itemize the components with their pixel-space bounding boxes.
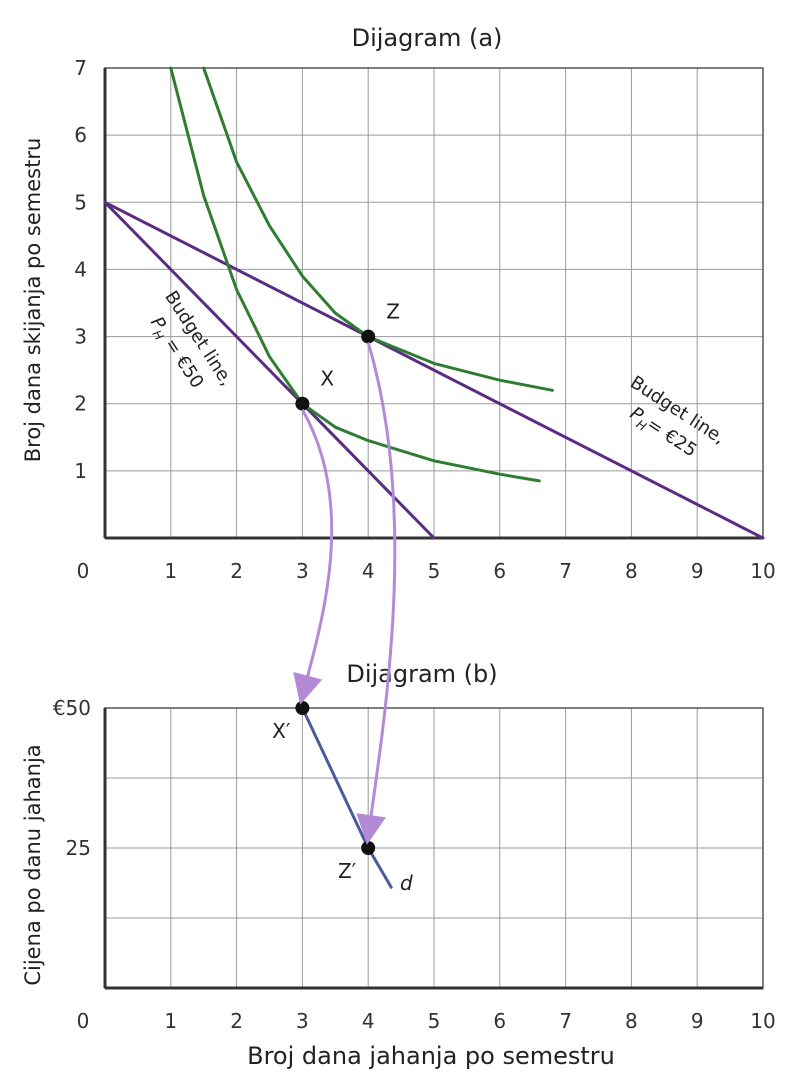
x-tick-label: 4 xyxy=(362,559,375,583)
connector-arrow xyxy=(356,342,397,845)
point-label: X xyxy=(320,367,334,391)
series-line xyxy=(103,200,765,540)
chart-b-title: Dijagram (b) xyxy=(346,660,497,688)
x-tick-label: 3 xyxy=(296,559,309,583)
chart-a-series xyxy=(103,66,765,540)
y-tick-label: 1 xyxy=(74,459,87,483)
series-line xyxy=(169,66,541,483)
budget-line-50-label: Budget line, PH = €50 xyxy=(146,287,237,392)
chart-a-title: Dijagram (a) xyxy=(352,24,503,52)
x-tick-label: 2 xyxy=(230,1009,243,1033)
y-tick-label: 3 xyxy=(74,325,87,349)
point-label: X′ xyxy=(272,719,291,743)
data-point xyxy=(361,329,376,344)
chart-b-ticks: 0 1 2 3 4 5 6 7 8 9 10 25 €50 xyxy=(53,696,776,1033)
y-tick-label: 6 xyxy=(74,123,87,147)
x-tick-label: 8 xyxy=(625,1009,638,1033)
chart-a-grid xyxy=(103,67,764,540)
point-label: Z xyxy=(386,300,400,324)
x-tick-label: 7 xyxy=(559,1009,572,1033)
point-label: Z′ xyxy=(338,859,357,883)
x-tick-label: 0 xyxy=(77,559,90,583)
y-tick-label: 25 xyxy=(66,836,91,860)
y-tick-label: 5 xyxy=(74,190,87,214)
series-line xyxy=(202,66,554,392)
x-tick-label: 7 xyxy=(559,559,572,583)
chart-b-points: X′ Z′ xyxy=(272,701,376,883)
chart-a-ticks: 0 1 2 3 4 5 6 7 8 9 10 1 2 3 4 5 6 7 xyxy=(74,56,775,583)
x-tick-label: 6 xyxy=(493,559,506,583)
series-line xyxy=(103,200,436,540)
demand-curve-label: d xyxy=(400,871,413,895)
data-point xyxy=(295,701,310,715)
x-tick-label: 9 xyxy=(691,559,704,583)
y-tick-label: 4 xyxy=(74,257,87,281)
x-tick-label: 10 xyxy=(750,1009,775,1033)
chart-b-xlabel: Broj dana jahanja po semestru xyxy=(247,1042,615,1070)
x-tick-label: 6 xyxy=(493,1009,506,1033)
y-tick-label: 2 xyxy=(74,392,87,416)
connector-arrow xyxy=(293,408,334,705)
x-tick-label: 4 xyxy=(362,1009,375,1033)
chart-b-grid xyxy=(103,707,764,990)
data-point xyxy=(361,841,376,855)
y-tick-label: 7 xyxy=(74,56,87,80)
x-tick-label: 8 xyxy=(625,559,638,583)
budget-line-25-label: Budget line, PH= €25 xyxy=(626,372,729,461)
x-tick-label: 1 xyxy=(164,1009,177,1033)
x-tick-label: 2 xyxy=(230,559,243,583)
chart-a-ylabel: Broj dana skijanja po semestru xyxy=(21,138,45,463)
data-point xyxy=(295,396,310,411)
x-tick-label: 9 xyxy=(691,1009,704,1033)
x-tick-label: 0 xyxy=(77,1009,90,1033)
x-tick-label: 1 xyxy=(164,559,177,583)
connector-arrows xyxy=(293,342,397,845)
chart-a-points: XZ xyxy=(295,300,400,411)
chart-b-ylabel: Cijena po danu jahanja xyxy=(21,744,45,985)
x-tick-label: 5 xyxy=(428,1009,441,1033)
x-tick-label: 5 xyxy=(428,559,441,583)
y-tick-label: €50 xyxy=(53,696,91,720)
x-tick-label: 3 xyxy=(296,1009,309,1033)
x-tick-label: 10 xyxy=(750,559,775,583)
